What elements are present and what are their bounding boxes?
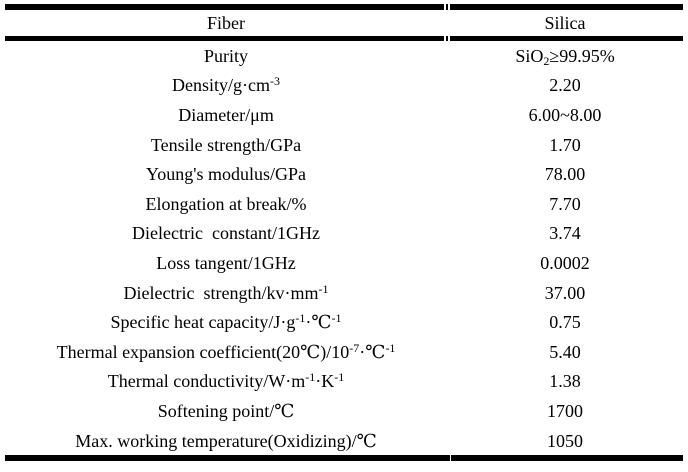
table-row: Density/g·cm-3 2.20 [5, 71, 683, 101]
column-divider-gap [448, 4, 450, 10]
row-label: Elongation at break/% [145, 193, 307, 214]
row-label: Softening point/℃ [157, 400, 295, 421]
row-value: 3.74 [549, 223, 581, 244]
row-value: 0.0002 [540, 252, 590, 273]
table-body: Purity SiO2≥99.95% Density/g·cm-3 2.20 Diame… [5, 41, 683, 455]
table-row: Thermal conductivity/W·m-1·K-1 1.38 [5, 367, 683, 397]
row-label: Diameter/μm [178, 104, 274, 125]
row-label: Young's modulus/GPa [146, 164, 306, 185]
row-label: Loss tangent/1GHz [156, 252, 296, 273]
table-row: Dielectric strength/kv·mm-1 37.00 [5, 278, 683, 308]
table-row: Tensile strength/GPa 1.70 [5, 130, 683, 160]
header-silica: Silica [544, 13, 586, 33]
column-divider-gap [448, 36, 450, 41]
row-value: 1050 [547, 430, 584, 451]
row-label: Purity [204, 45, 249, 66]
table-row: Purity SiO2≥99.95% [5, 41, 683, 71]
column-divider-gap [450, 455, 451, 462]
row-value: 5.40 [549, 341, 581, 362]
table-row: Loss tangent/1GHz 0.0002 [5, 248, 683, 278]
row-label: Density/g·cm-3 [172, 74, 281, 96]
row-value: 6.00~8.00 [528, 104, 602, 125]
row-label: Dielectric strength/kv·mm-1 [123, 281, 329, 303]
row-label: Specific heat capacity/J·g-1·℃-1 [110, 311, 342, 333]
row-label: Dielectric constant/1GHz [132, 223, 320, 244]
table-top-border [5, 4, 683, 10]
row-value: 1.70 [549, 134, 581, 155]
table-row: Max. working temperature(Oxidizing)/℃ 105… [5, 426, 683, 456]
table-row: Elongation at break/% 7.70 [5, 189, 683, 219]
row-value: 7.70 [549, 193, 581, 214]
row-label: Thermal expansion coefficient(20℃)/10-7·… [56, 340, 396, 362]
table-row: Dielectric constant/1GHz 3.74 [5, 219, 683, 249]
row-value: 2.20 [549, 75, 581, 96]
row-value: 1700 [547, 400, 584, 421]
table-row: Diameter/μm 6.00~8.00 [5, 100, 683, 130]
table-row: Thermal expansion coefficient(20℃)/10-7·… [5, 337, 683, 367]
table-row: Young's modulus/GPa 78.00 [5, 159, 683, 189]
table-row: Softening point/℃ 1700 [5, 396, 683, 426]
row-value: 1.38 [549, 371, 581, 392]
row-value: 0.75 [549, 312, 581, 333]
row-value: 78.00 [544, 164, 586, 185]
table-row: Specific heat capacity/J·g-1·℃-1 0.75 [5, 307, 683, 337]
row-value: 37.00 [544, 282, 586, 303]
row-value: SiO2≥99.95% [515, 45, 615, 68]
header-fiber: Fiber [207, 13, 246, 33]
row-label: Tensile strength/GPa [150, 134, 302, 155]
table-bottom-border [5, 455, 683, 462]
row-label: Max. working temperature(Oxidizing)/℃ [75, 430, 377, 451]
table-header-row: Fiber Silica [5, 10, 683, 36]
row-label: Thermal conductivity/W·m-1·K-1 [107, 370, 345, 392]
column-divider-gap [444, 4, 446, 10]
fiber-properties-table: Fiber Silica Purity SiO2≥99.95% Density/g·… [5, 4, 683, 462]
column-divider-gap [444, 36, 446, 41]
table-header-border [5, 36, 683, 41]
